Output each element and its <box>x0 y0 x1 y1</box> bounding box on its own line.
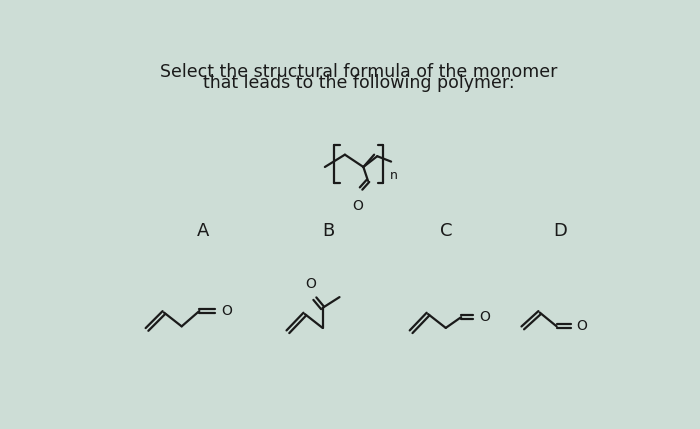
Text: D: D <box>554 222 568 240</box>
Text: n: n <box>389 169 398 181</box>
Text: A: A <box>197 222 209 240</box>
Text: O: O <box>577 319 587 333</box>
Text: O: O <box>352 199 363 212</box>
Text: C: C <box>440 222 453 240</box>
Text: Select the structural formula of the monomer: Select the structural formula of the mon… <box>160 63 557 81</box>
Text: O: O <box>221 304 232 318</box>
Text: O: O <box>479 310 490 324</box>
Text: B: B <box>322 222 334 240</box>
Text: O: O <box>304 277 316 291</box>
Text: that leads to the following polymer:: that leads to the following polymer: <box>203 74 514 92</box>
